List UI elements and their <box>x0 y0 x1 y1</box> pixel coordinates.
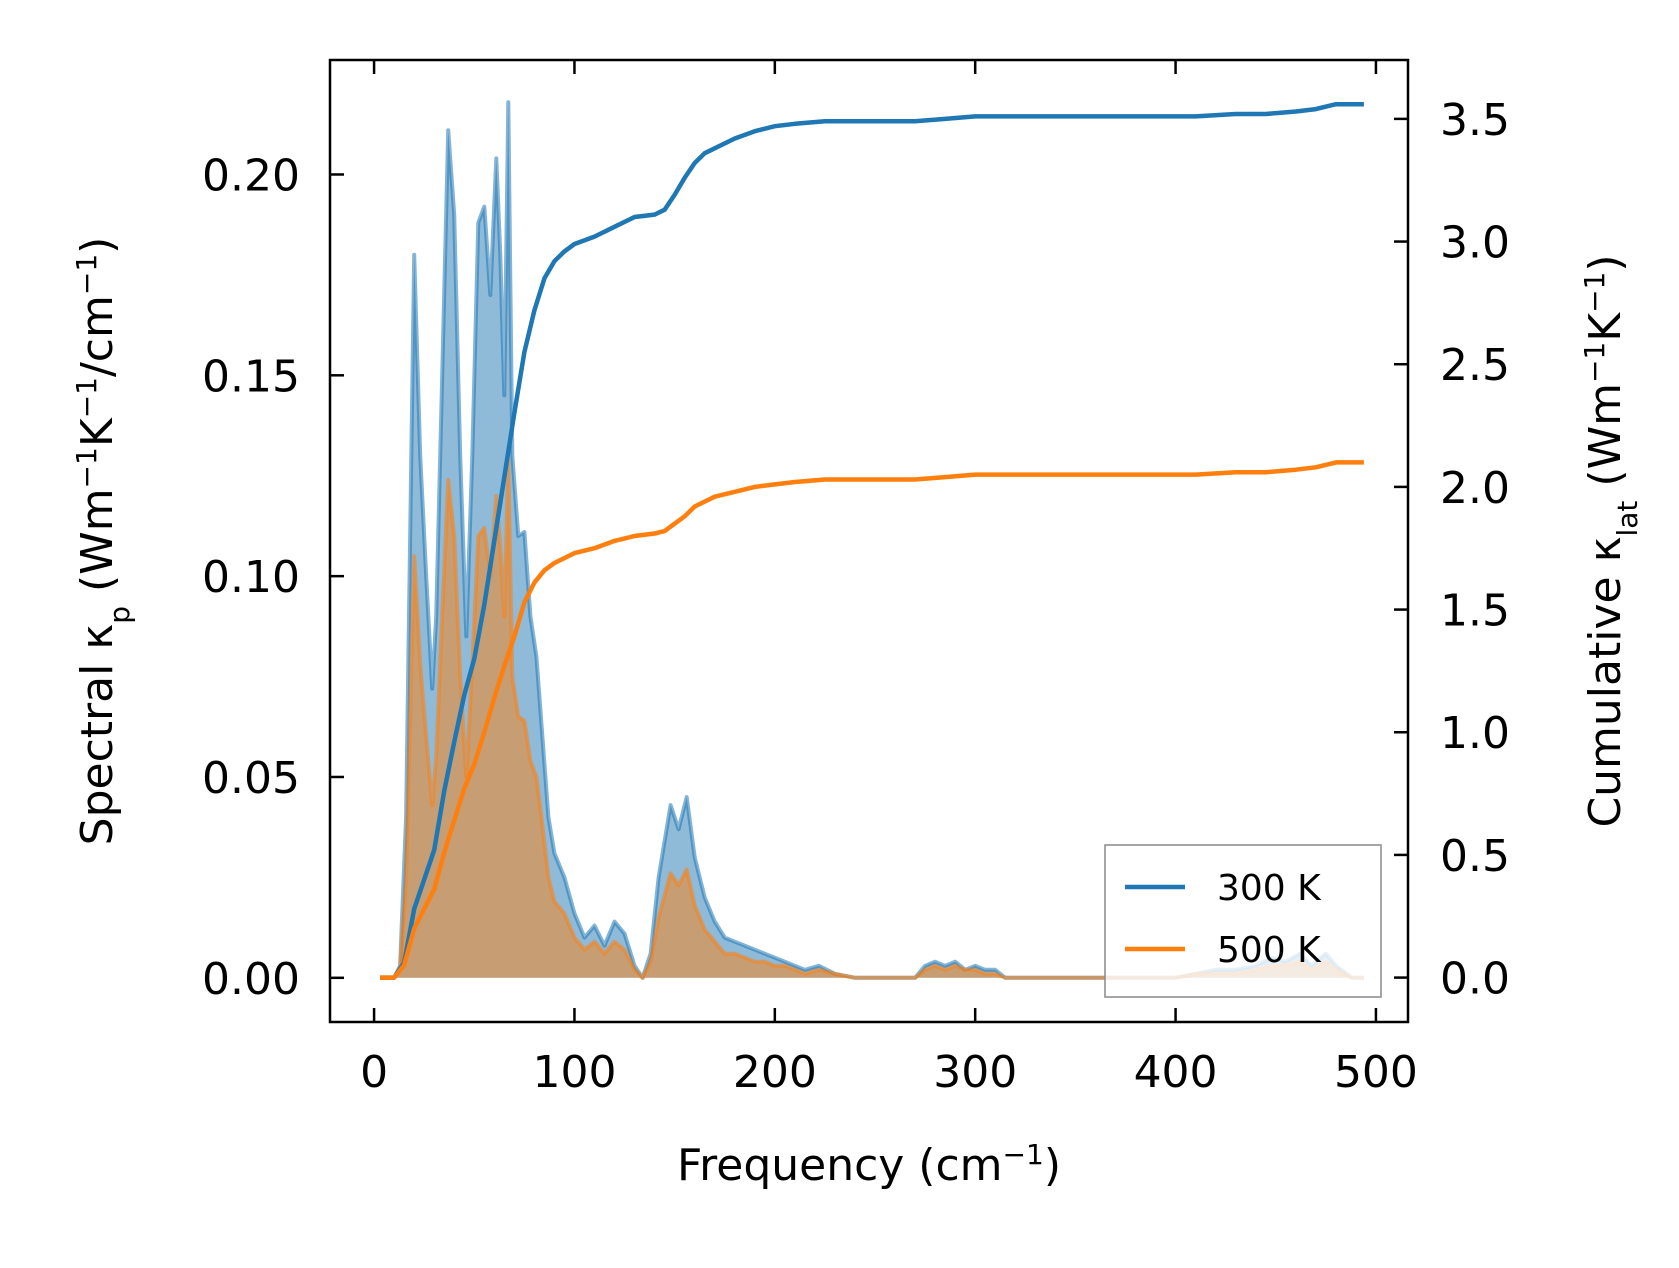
legend: 300 K 500 K <box>1104 844 1382 998</box>
y-left-tick-label: 0.20 <box>202 150 300 201</box>
y-right-tick-label: 2.0 <box>1440 463 1510 514</box>
x-tick-label: 200 <box>733 1047 817 1098</box>
y-right-tick-label: 3.0 <box>1440 218 1510 269</box>
cumulative-line-500K <box>380 460 1364 980</box>
spectral-edge-500K <box>380 457 1364 980</box>
x-tick-label: 500 <box>1334 1047 1418 1098</box>
x-tick-label: 300 <box>933 1047 1017 1098</box>
lines-layer <box>380 101 1364 980</box>
spectral-area-500K <box>380 459 1364 978</box>
cumulative-line-300K <box>380 101 1364 980</box>
y-left-tick-label: 0.15 <box>202 351 300 402</box>
y-right-tick-label: 0.5 <box>1440 831 1510 882</box>
legend-label-1: 500 K <box>1217 930 1322 971</box>
y-right-tick-label: 3.5 <box>1440 95 1510 146</box>
areas-layer <box>380 100 1364 980</box>
legend-box <box>1104 844 1382 998</box>
plot-frame <box>328 58 1410 1024</box>
x-tick-label: 0 <box>360 1047 388 1098</box>
y-left-tick-label: 0.10 <box>202 552 300 603</box>
y-right-tick-label: 1.5 <box>1440 586 1510 637</box>
y-left-axis-label: Spectral κp (Wm−1K−1/cm−1) <box>70 237 136 846</box>
x-tick-label: 400 <box>1134 1047 1218 1098</box>
y-right-tick-label: 0.0 <box>1440 954 1510 1005</box>
y-right-tick-label: 1.0 <box>1440 708 1510 759</box>
axes-layer <box>328 58 1410 1024</box>
y-left-tick-label: 0.05 <box>202 753 300 804</box>
x-axis-label: Frequency (cm−1) <box>677 1138 1061 1192</box>
labels-layer: 0 100 200 300 400 500 0.00 0.05 0.10 0.15 0.20 0.0 0… <box>70 95 1644 1191</box>
y-right-tick-label: 2.5 <box>1440 340 1510 391</box>
y-right-axis-label: Cumulative κlat (Wm−1K−1) <box>1578 254 1644 827</box>
x-tick-label: 100 <box>532 1047 616 1098</box>
y-left-tick-label: 0.00 <box>202 954 300 1005</box>
legend-label-0: 300 K <box>1217 868 1322 909</box>
